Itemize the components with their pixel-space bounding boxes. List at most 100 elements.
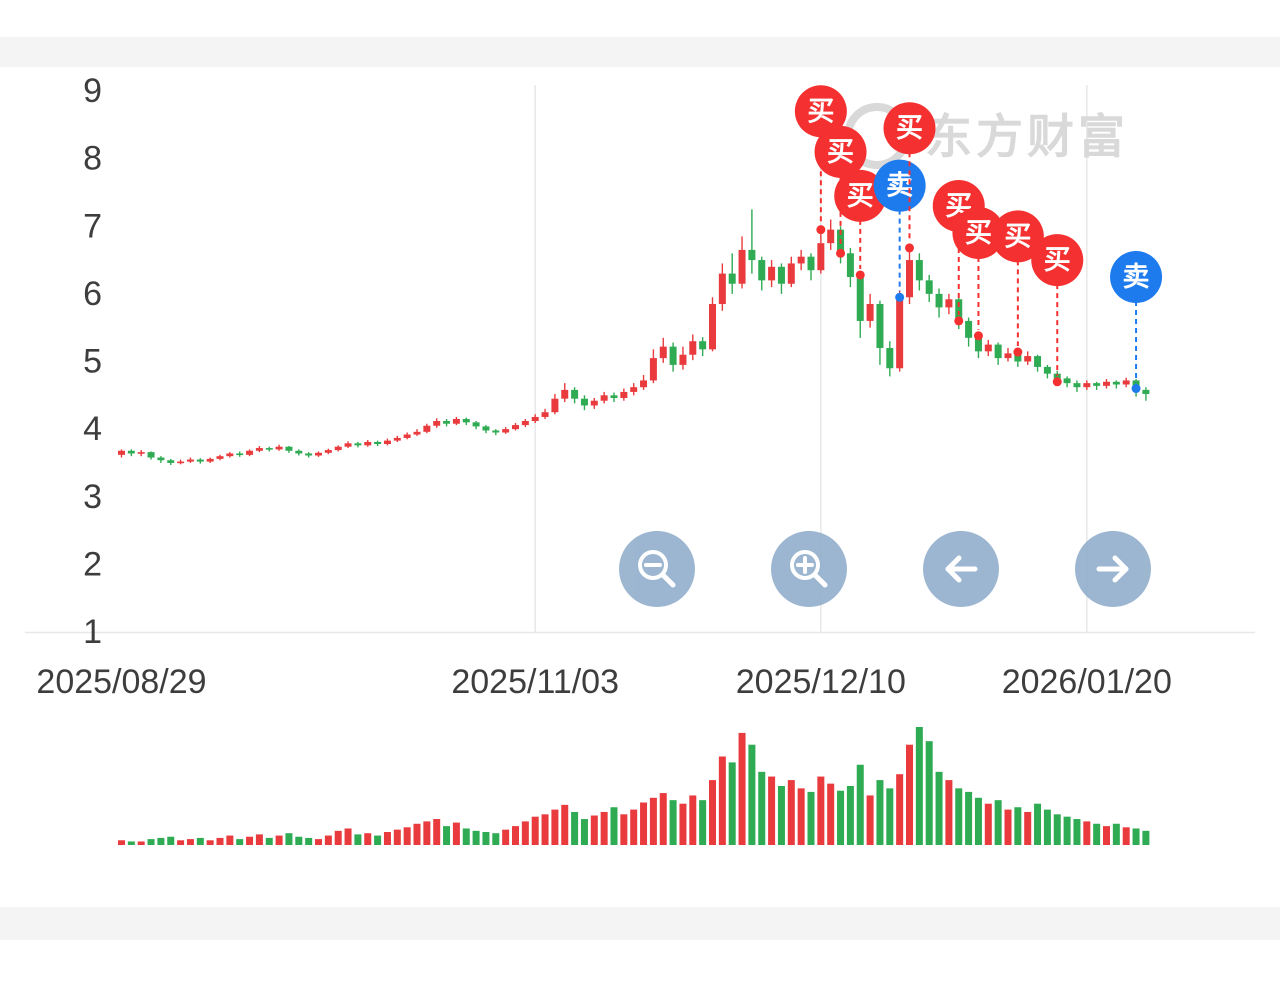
volume-bar: [541, 814, 549, 845]
volume-bar: [640, 802, 648, 845]
volume-bar: [748, 744, 756, 845]
volume-bar: [423, 821, 431, 845]
buy-marker[interactable]: 买: [794, 85, 847, 235]
candle: [167, 458, 175, 465]
y-axis-label: 3: [83, 478, 102, 516]
candle: [571, 387, 579, 404]
volume-bar: [324, 835, 332, 845]
candle: [118, 449, 125, 458]
marker-label: 买: [827, 137, 854, 167]
candle: [1093, 381, 1101, 390]
volume-bar: [196, 837, 204, 845]
volume-bar: [167, 836, 175, 845]
marker-label: 买: [965, 218, 992, 248]
candle: [541, 408, 549, 419]
volume-bar: [236, 839, 244, 845]
candle: [561, 383, 569, 403]
y-axis-label: 5: [83, 343, 102, 381]
volume-bar: [265, 837, 273, 845]
candle: [472, 421, 480, 430]
candle: [295, 449, 303, 456]
trade-point: [905, 243, 914, 253]
candle: [758, 256, 766, 291]
volume-series: [118, 727, 1150, 845]
volume-bar: [216, 837, 224, 845]
volume-bar: [984, 803, 992, 845]
axes: 1 2 3 4 5 6 7 8 9 2025/08/29 2025/11/03 2025/12/10 2…: [36, 72, 1171, 701]
kline-chart: 东方财富 1 2 3 4 5 6 7 8 9 2025/08/29 2025/11/03 2025/1…: [25, 72, 1255, 845]
candle: [906, 249, 913, 305]
volume-bar: [157, 837, 165, 845]
volume-bar: [482, 832, 490, 845]
volume-bar: [955, 788, 963, 845]
candle: [728, 253, 736, 294]
buy-marker[interactable]: 买: [834, 169, 887, 280]
volume-bar: [630, 809, 638, 845]
volume-bar: [758, 771, 766, 845]
candle: [393, 435, 401, 442]
candle: [452, 416, 460, 426]
volume-bar: [452, 822, 460, 845]
candle: [226, 452, 234, 458]
volume-bar: [1014, 807, 1022, 845]
candle: [482, 425, 490, 434]
candle: [748, 209, 756, 274]
volume-bar: [856, 764, 864, 845]
candle: [344, 441, 352, 449]
volume-bar: [620, 814, 628, 845]
volume-bar: [1142, 830, 1150, 845]
candle: [521, 418, 529, 428]
candle: [718, 263, 726, 311]
magnifier-minus-icon: [638, 550, 676, 588]
candle: [374, 440, 382, 447]
candle: [462, 417, 470, 426]
buy-marker[interactable]: 买: [883, 102, 936, 253]
buy-marker[interactable]: 买: [952, 207, 1005, 341]
candle: [600, 391, 608, 404]
volume-bar: [226, 835, 234, 845]
candle: [157, 456, 165, 463]
candle: [935, 288, 943, 318]
candle: [246, 449, 254, 457]
candle: [709, 297, 716, 352]
volume-bar: [1024, 811, 1032, 845]
volume-bar: [797, 788, 805, 845]
candle: [994, 342, 1002, 365]
volume-bar: [718, 756, 726, 845]
buy-marker[interactable]: 买: [1031, 234, 1084, 387]
marker-balloon: [883, 102, 936, 155]
volume-bar: [906, 744, 913, 845]
x-axis-label: 2025/08/29: [36, 663, 206, 701]
volume-bar: [945, 780, 953, 845]
volume-bar: [206, 840, 214, 845]
buy-marker[interactable]: 买: [991, 210, 1044, 357]
marker-balloon: [873, 159, 926, 212]
volume-bar: [817, 776, 825, 845]
volume-bar: [1004, 809, 1012, 845]
marker-label: 买: [807, 96, 834, 126]
magnifier-plus-icon: [790, 550, 828, 588]
volume-bar: [1034, 803, 1042, 845]
x-axis-label: 2026/01/20: [1002, 663, 1172, 701]
pan-right-button[interactable]: [1075, 531, 1151, 607]
candle: [334, 445, 342, 452]
candle: [945, 293, 953, 315]
zoom-in-button[interactable]: [771, 531, 847, 607]
marker-balloon: [991, 210, 1044, 263]
zoom-out-button[interactable]: [619, 531, 695, 607]
sell-marker[interactable]: 卖: [873, 159, 926, 302]
sell-marker[interactable]: 卖: [1110, 250, 1163, 394]
arrow-right-icon: [1096, 555, 1129, 583]
volume-bar: [492, 833, 500, 845]
candle: [255, 446, 263, 453]
candle: [817, 233, 825, 274]
trade-point: [1052, 377, 1062, 387]
volume-bar: [994, 800, 1002, 845]
watermark: 东方财富: [844, 103, 1125, 169]
volume-bar: [915, 727, 923, 845]
pan-left-button[interactable]: [923, 531, 999, 607]
volume-bar: [689, 795, 697, 845]
trade-point: [836, 248, 846, 258]
volume-bar: [246, 836, 254, 845]
